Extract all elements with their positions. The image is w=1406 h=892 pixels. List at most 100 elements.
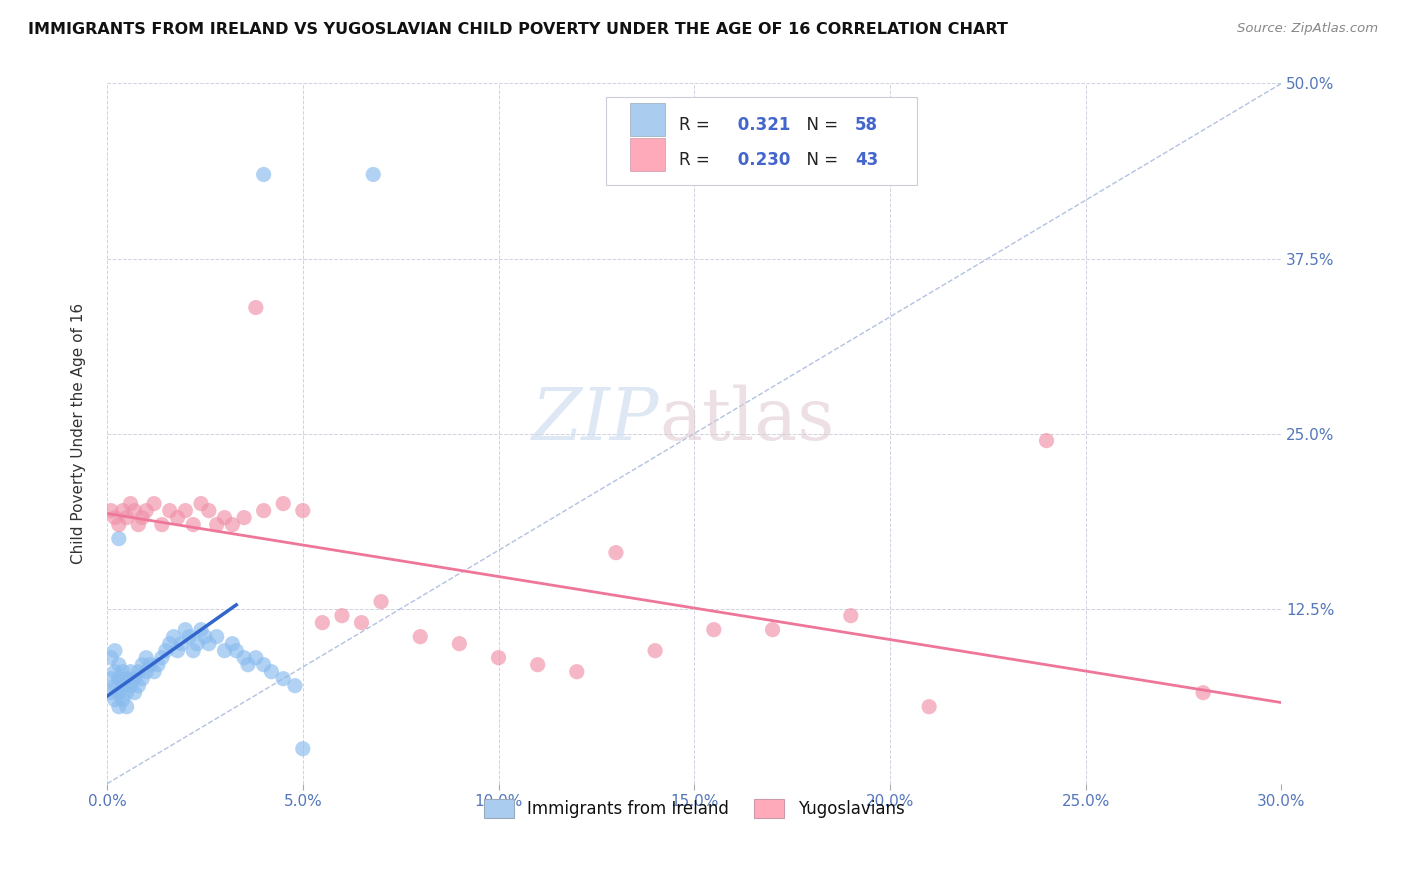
Point xyxy=(644,643,666,657)
Point xyxy=(111,665,134,679)
Point xyxy=(350,615,373,630)
Point xyxy=(120,665,142,679)
Point xyxy=(120,679,142,693)
Text: IMMIGRANTS FROM IRELAND VS YUGOSLAVIAN CHILD POVERTY UNDER THE AGE OF 16 CORRELA: IMMIGRANTS FROM IRELAND VS YUGOSLAVIAN C… xyxy=(28,22,1008,37)
Point xyxy=(205,630,228,644)
Point xyxy=(409,630,432,644)
Point xyxy=(214,643,236,657)
Point xyxy=(170,637,193,651)
Text: 58: 58 xyxy=(855,117,879,135)
Text: N =: N = xyxy=(796,117,844,135)
Point xyxy=(166,510,188,524)
Point xyxy=(162,630,184,644)
Point xyxy=(100,686,122,700)
Point xyxy=(108,686,131,700)
Point xyxy=(260,665,283,679)
Point xyxy=(236,657,259,672)
Point xyxy=(449,637,471,651)
Point xyxy=(526,657,548,672)
Point xyxy=(100,650,122,665)
Point xyxy=(194,630,217,644)
Point xyxy=(124,672,146,686)
Point xyxy=(115,686,138,700)
Point xyxy=(100,503,122,517)
Text: 0.321: 0.321 xyxy=(731,117,790,135)
Point xyxy=(104,510,127,524)
Point xyxy=(839,608,862,623)
Point xyxy=(150,650,173,665)
Point xyxy=(111,692,134,706)
Point xyxy=(190,623,212,637)
Text: N =: N = xyxy=(796,152,844,169)
Legend: Immigrants from Ireland, Yugoslavians: Immigrants from Ireland, Yugoslavians xyxy=(478,792,911,824)
Point xyxy=(221,637,243,651)
Point xyxy=(115,672,138,686)
Point xyxy=(124,503,146,517)
Point xyxy=(104,692,127,706)
Point xyxy=(221,517,243,532)
Point xyxy=(115,699,138,714)
Point xyxy=(127,665,149,679)
Point xyxy=(127,679,149,693)
Point xyxy=(565,665,588,679)
Point xyxy=(104,643,127,657)
Point xyxy=(100,672,122,686)
Point xyxy=(104,679,127,693)
Point xyxy=(225,643,247,657)
Point xyxy=(108,672,131,686)
Point xyxy=(174,503,197,517)
Point xyxy=(111,503,134,517)
Point xyxy=(139,657,162,672)
Text: 0.230: 0.230 xyxy=(731,152,790,169)
Point xyxy=(284,679,307,693)
Point xyxy=(104,665,127,679)
Point xyxy=(143,497,166,511)
Point xyxy=(108,699,131,714)
Point xyxy=(198,637,221,651)
Point xyxy=(761,623,783,637)
Point xyxy=(214,510,236,524)
FancyBboxPatch shape xyxy=(606,97,917,185)
Point xyxy=(1035,434,1057,448)
Text: R =: R = xyxy=(679,117,716,135)
Point xyxy=(155,643,177,657)
Point xyxy=(330,608,353,623)
Point xyxy=(253,503,276,517)
Text: atlas: atlas xyxy=(659,384,834,455)
Point xyxy=(198,503,221,517)
Point xyxy=(291,503,314,517)
Point xyxy=(918,699,941,714)
Point xyxy=(245,301,267,315)
Point xyxy=(124,686,146,700)
Bar xyxy=(630,103,665,136)
Text: R =: R = xyxy=(679,152,716,169)
Point xyxy=(131,657,153,672)
Point xyxy=(291,741,314,756)
Text: 43: 43 xyxy=(855,152,879,169)
Point xyxy=(159,637,181,651)
Point xyxy=(135,650,157,665)
Point xyxy=(703,623,725,637)
Point xyxy=(271,672,294,686)
Point xyxy=(311,615,333,630)
Point xyxy=(181,517,204,532)
Point xyxy=(111,679,134,693)
Point xyxy=(174,623,197,637)
Point xyxy=(159,503,181,517)
Point xyxy=(181,643,204,657)
Point xyxy=(205,517,228,532)
Point xyxy=(233,510,256,524)
Point xyxy=(245,650,267,665)
Point xyxy=(150,517,173,532)
Point xyxy=(135,503,157,517)
Point xyxy=(605,546,627,560)
Y-axis label: Child Poverty Under the Age of 16: Child Poverty Under the Age of 16 xyxy=(72,303,86,564)
Point xyxy=(108,517,131,532)
Point xyxy=(166,643,188,657)
Point xyxy=(370,595,392,609)
Point xyxy=(186,637,208,651)
Point xyxy=(190,497,212,511)
Point xyxy=(146,657,169,672)
Text: ZIP: ZIP xyxy=(531,384,659,455)
Point xyxy=(253,168,276,182)
